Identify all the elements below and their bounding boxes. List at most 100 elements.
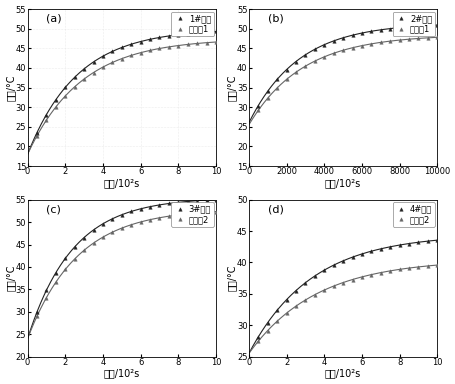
2#涂料 xyxy=(359,31,364,35)
对照组1 xyxy=(157,46,162,51)
4#涂料 xyxy=(424,239,430,243)
对照组2 xyxy=(387,268,392,273)
4#涂料 xyxy=(339,258,345,263)
Line: 2#涂料: 2#涂料 xyxy=(256,23,438,107)
对照组2 xyxy=(368,272,373,277)
Y-axis label: 温度/°C: 温度/°C xyxy=(5,265,15,291)
3#涂料 xyxy=(137,207,143,211)
Text: (b): (b) xyxy=(267,14,283,24)
对照组1 xyxy=(53,105,58,109)
对照组1 xyxy=(34,133,40,138)
2#涂料 xyxy=(293,59,298,64)
4#涂料 xyxy=(302,280,308,285)
4#涂料 xyxy=(405,241,411,246)
对照组1 xyxy=(368,41,373,46)
3#涂料 xyxy=(128,209,134,214)
4#涂料 xyxy=(255,334,260,339)
2#涂料 xyxy=(330,38,336,43)
Line: 对照组1: 对照组1 xyxy=(256,36,438,112)
对照组1 xyxy=(91,70,96,75)
对照组1 xyxy=(424,35,430,40)
2#涂料 xyxy=(434,23,439,27)
4#涂料 xyxy=(359,252,364,256)
Legend: 1#涂料, 对照组1: 1#涂料, 对照组1 xyxy=(171,12,213,36)
对照组1 xyxy=(147,48,152,53)
对照组1 xyxy=(387,39,392,43)
3#涂料 xyxy=(194,199,199,203)
Text: (c): (c) xyxy=(46,204,61,214)
对照组2 xyxy=(264,328,270,333)
1#涂料 xyxy=(137,39,143,44)
对照组1 xyxy=(264,96,270,101)
对照组2 xyxy=(396,267,401,271)
对照组2 xyxy=(377,270,383,275)
4#涂料 xyxy=(349,255,354,260)
4#涂料 xyxy=(321,268,326,273)
对照组2 xyxy=(415,265,420,269)
3#涂料 xyxy=(34,310,40,314)
3#涂料 xyxy=(100,222,106,226)
Line: 对照组1: 对照组1 xyxy=(35,40,217,137)
2#涂料 xyxy=(368,29,373,33)
对照组2 xyxy=(302,298,308,302)
3#涂料 xyxy=(53,270,58,275)
3#涂料 xyxy=(81,235,86,240)
对照组1 xyxy=(415,36,420,41)
对照组2 xyxy=(91,241,96,245)
对照组1 xyxy=(293,70,298,74)
对照组2 xyxy=(157,215,162,220)
1#涂料 xyxy=(157,35,162,40)
对照组1 xyxy=(359,43,364,48)
对照组1 xyxy=(72,84,77,89)
2#涂料 xyxy=(424,23,430,28)
对照组1 xyxy=(175,43,181,48)
对照组1 xyxy=(185,42,190,47)
1#涂料 xyxy=(109,49,115,54)
对照组2 xyxy=(137,220,143,224)
3#涂料 xyxy=(119,212,124,217)
对照组2 xyxy=(109,230,115,235)
对照组1 xyxy=(44,118,49,122)
对照组2 xyxy=(100,235,106,239)
1#涂料 xyxy=(72,75,77,79)
对照组1 xyxy=(330,51,336,56)
1#涂料 xyxy=(53,98,58,102)
3#涂料 xyxy=(62,256,68,261)
对照组2 xyxy=(119,226,124,230)
X-axis label: 时间/10²s: 时间/10²s xyxy=(324,178,360,188)
对照组1 xyxy=(203,40,209,45)
对照组2 xyxy=(44,295,49,300)
对照组1 xyxy=(62,94,68,98)
3#涂料 xyxy=(72,245,77,249)
Line: 3#涂料: 3#涂料 xyxy=(35,198,217,314)
对照组1 xyxy=(302,64,308,68)
4#涂料 xyxy=(283,297,288,302)
对照组2 xyxy=(349,277,354,282)
1#涂料 xyxy=(213,29,218,34)
对照组2 xyxy=(359,275,364,279)
对照组1 xyxy=(311,59,317,63)
1#涂料 xyxy=(166,34,171,38)
1#涂料 xyxy=(119,45,124,50)
2#涂料 xyxy=(405,25,411,29)
对照组1 xyxy=(100,65,106,70)
对照组2 xyxy=(405,266,411,270)
1#涂料 xyxy=(100,54,106,58)
X-axis label: 时间/10²s: 时间/10²s xyxy=(324,368,360,379)
4#涂料 xyxy=(311,274,317,278)
2#涂料 xyxy=(274,77,279,82)
X-axis label: 时间/10²s: 时间/10²s xyxy=(103,178,140,188)
2#涂料 xyxy=(283,67,288,72)
4#涂料 xyxy=(368,249,373,253)
对照组2 xyxy=(175,213,181,217)
对照组2 xyxy=(53,280,58,285)
2#涂料 xyxy=(321,42,326,47)
3#涂料 xyxy=(203,198,209,202)
Y-axis label: 温度/°C: 温度/°C xyxy=(226,265,236,291)
Legend: 3#涂料, 对照组2: 3#涂料, 对照组2 xyxy=(171,202,213,227)
3#涂料 xyxy=(157,203,162,207)
3#涂料 xyxy=(147,204,152,209)
1#涂料 xyxy=(91,60,96,64)
对照组2 xyxy=(274,319,279,324)
1#涂料 xyxy=(62,85,68,90)
